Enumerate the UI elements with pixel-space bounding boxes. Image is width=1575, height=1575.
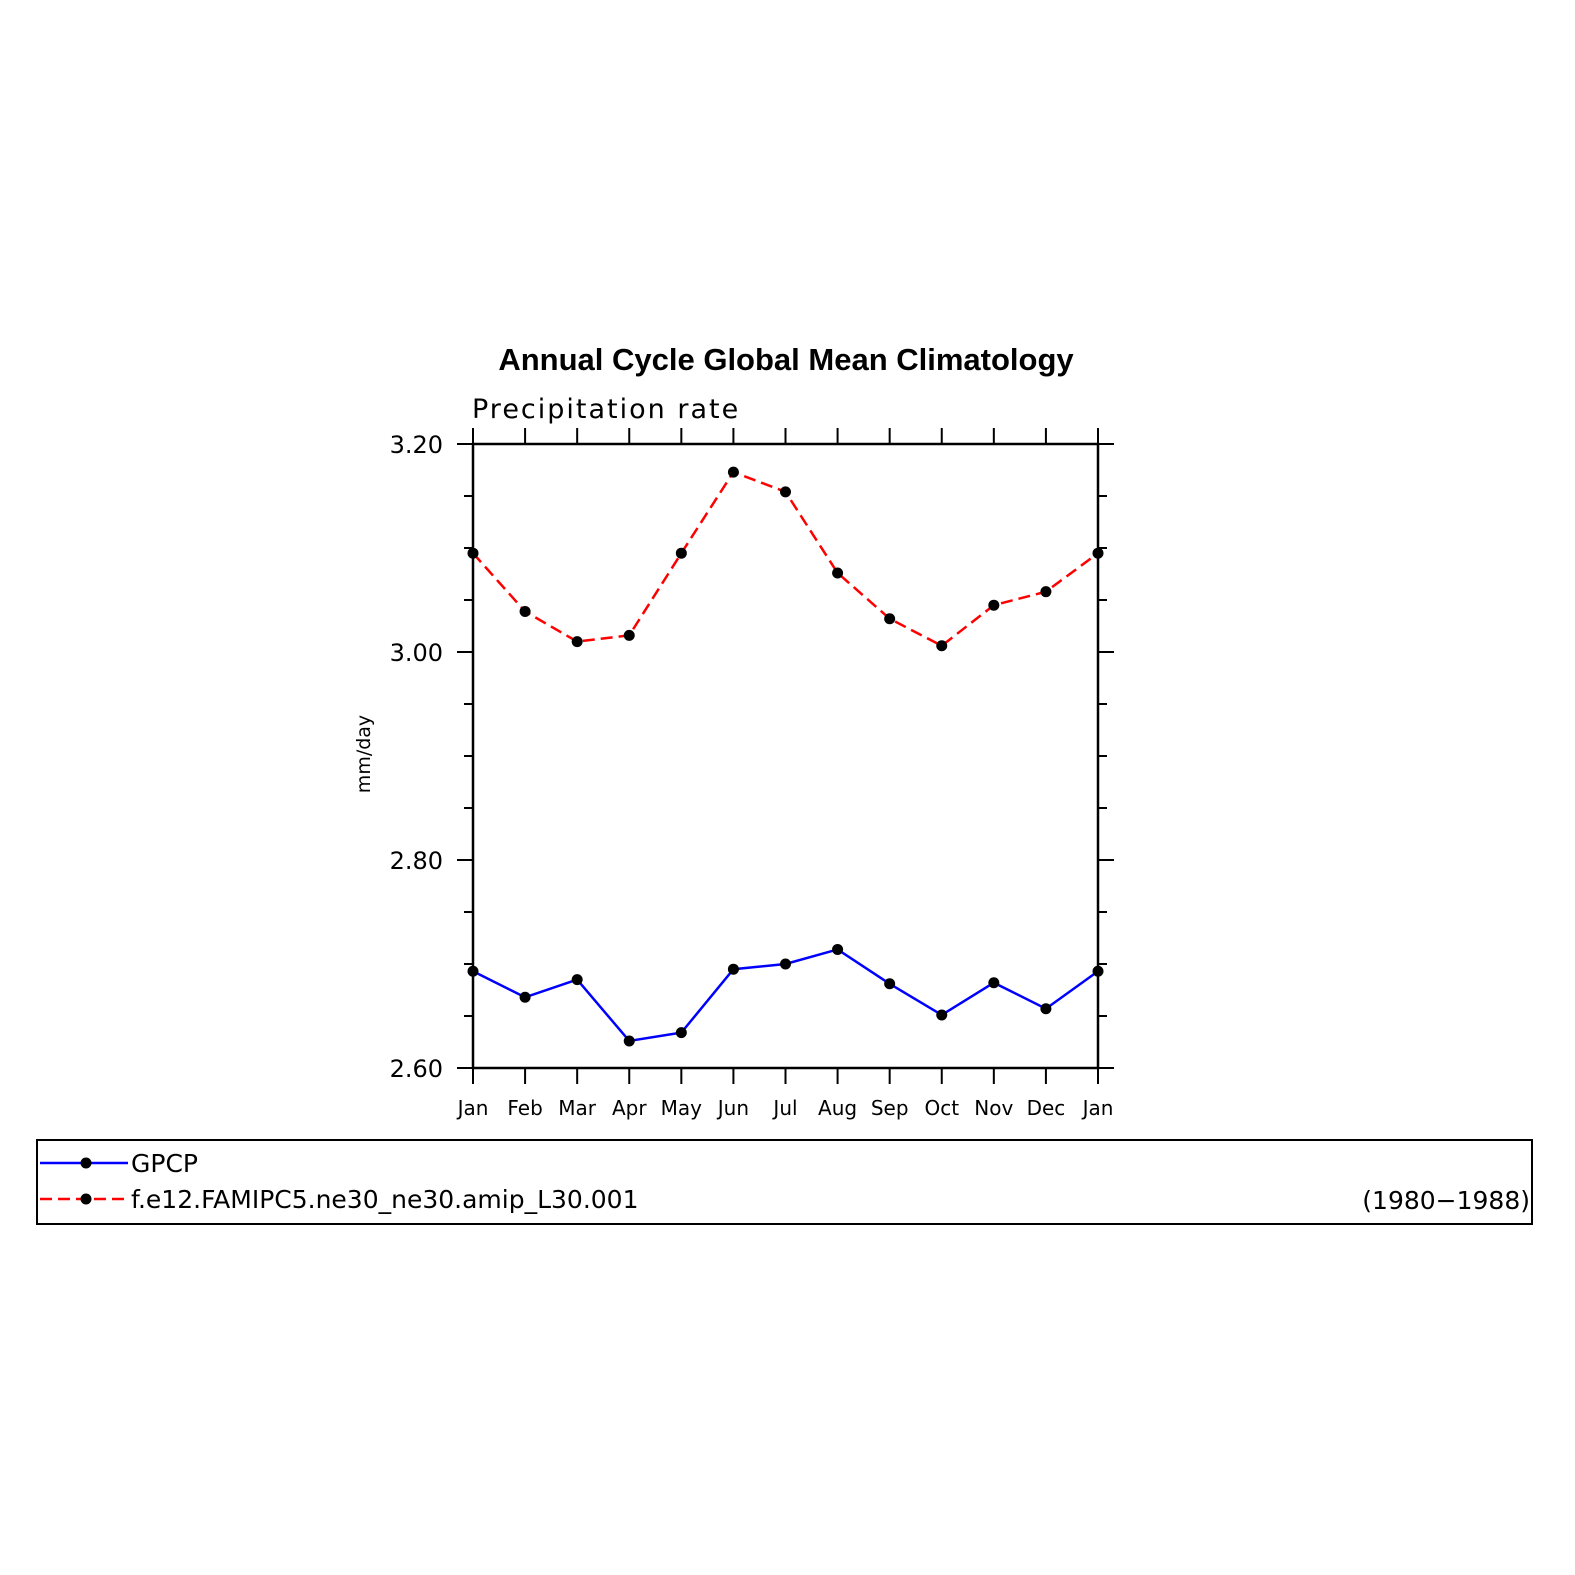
data-point — [519, 605, 531, 617]
x-tick-label: Jul — [771, 1096, 797, 1120]
plot-area — [467, 466, 1104, 1047]
x-tick-label: May — [661, 1096, 703, 1120]
x-tick-label: Jun — [716, 1096, 749, 1120]
data-point — [727, 963, 739, 975]
data-point — [988, 599, 1000, 611]
data-point — [832, 567, 844, 579]
y-tick-label: 2.60 — [390, 1055, 443, 1083]
legend-note: (1980−1988) — [1362, 1186, 1530, 1215]
data-point — [467, 965, 479, 977]
data-point — [780, 486, 791, 498]
data-point — [1092, 965, 1104, 977]
x-tick-label: Feb — [507, 1096, 542, 1120]
x-axis: Jan Feb Mar Apr May Jun Jul Aug Sep Oct Nov Dec Jan — [456, 428, 1114, 1120]
data-point — [571, 636, 583, 648]
data-point — [519, 991, 531, 1003]
legend-marker — [80, 1157, 92, 1169]
data-point — [675, 1027, 687, 1039]
y-tick-label: 2.80 — [390, 847, 443, 875]
data-point — [832, 943, 844, 955]
data-point — [780, 958, 791, 970]
data-point — [884, 978, 896, 990]
y-tick-label: 3.00 — [390, 639, 443, 667]
data-point — [623, 629, 635, 641]
y-tick-label: 3.20 — [390, 431, 443, 459]
series-line — [472, 470, 1099, 648]
data-point — [727, 466, 739, 478]
data-point — [1092, 547, 1104, 559]
x-tick-label: Dec — [1027, 1096, 1066, 1120]
x-tick-label: Oct — [924, 1096, 959, 1120]
series-2 — [467, 466, 1104, 652]
data-point — [988, 977, 1000, 989]
data-point — [936, 640, 948, 652]
x-tick-label: Jan — [1081, 1096, 1114, 1120]
legend-label: f.e12.FAMIPC5.ne30_ne30.amip_L30.001 — [131, 1185, 639, 1214]
data-point — [571, 974, 583, 986]
legend-marker — [80, 1193, 92, 1205]
x-tick-label: Mar — [558, 1096, 597, 1120]
legend-box — [36, 1139, 1533, 1225]
plot-frame — [471, 442, 1100, 1070]
x-tick-label: Nov — [974, 1096, 1013, 1120]
y-axis-label: mm/day — [353, 715, 375, 793]
x-tick-label: Sep — [871, 1096, 909, 1120]
data-point — [884, 613, 896, 625]
series-1 — [467, 943, 1104, 1047]
x-tick-label: Aug — [818, 1096, 857, 1120]
x-tick-label: Jan — [456, 1096, 489, 1120]
data-point — [1040, 1003, 1052, 1015]
data-point — [936, 1009, 948, 1021]
y-axis: 2.60 2.80 3.00 3.20 — [390, 431, 1114, 1083]
data-point — [675, 547, 687, 559]
chart-title: Annual Cycle Global Mean Climatology — [498, 342, 1074, 377]
legend: GPCP f.e12.FAMIPC5.ne30_ne30.amip_L30.001 — [40, 1149, 639, 1214]
data-point — [467, 547, 479, 559]
data-point — [1040, 586, 1052, 598]
legend-label: GPCP — [131, 1149, 198, 1178]
chart-subtitle: Precipitation rate — [472, 394, 740, 425]
data-point — [623, 1035, 635, 1047]
x-tick-label: Apr — [612, 1096, 647, 1120]
